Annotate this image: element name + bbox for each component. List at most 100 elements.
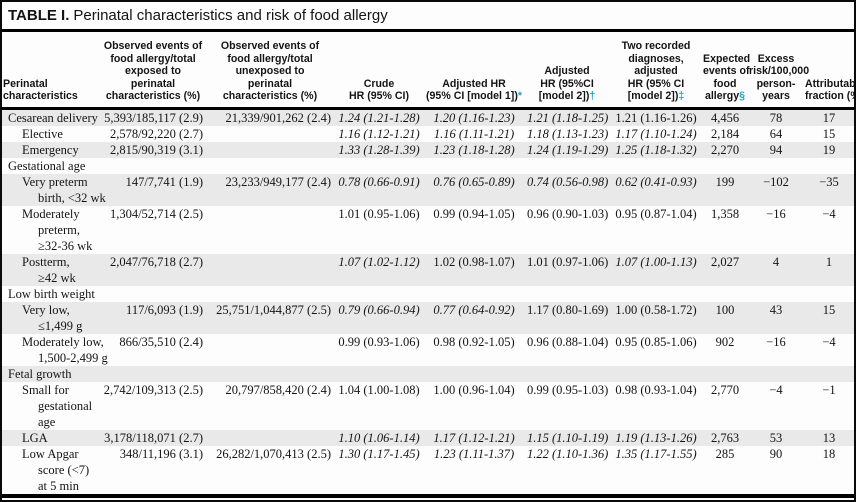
cell-excess [748,286,804,302]
cell-excess: −16 [766,206,786,221]
data-row: Very low, ≤1,499 g 117/6,093 (1.9) 25,751/1… [2,301,854,334]
cell-adj2: 1.18 (1.13-1.23) [527,126,609,141]
cell-two: 1.07 (1.00-1.13) [615,254,697,269]
cell-expected [702,366,748,382]
cell-attributable: −4 [822,206,836,221]
cell-adj1 [424,158,524,174]
cell-adj1 [424,366,524,382]
cell-adj1: 0.76 (0.65-0.89) [433,174,515,189]
cell-unexposed [206,126,334,142]
cell-adj1: 1.02 (0.98-1.07) [433,254,515,269]
cell-attributable: 17 [822,110,836,125]
cell-unexposed [206,142,334,158]
cell-attributable: 15 [822,126,836,141]
cell-adj1: 0.99 (0.94-1.05) [433,206,515,221]
cell-exposed: 3,178/118,071 (2.7) [104,430,203,445]
cell-crude: 1.33 (1.28-1.39) [338,142,420,157]
cell-two: 1.19 (1.13-1.26) [615,430,697,445]
table-number: TABLE I. [8,7,70,24]
cell-attributable: 1 [825,254,833,269]
cell-excess: 64 [769,126,783,141]
cell-crude: 1.10 (1.06-1.14) [338,430,420,445]
cell-adj1: 0.98 (0.92-1.05) [433,334,515,349]
cell-adj2 [524,158,610,174]
cell-crude: 0.79 (0.66-0.94) [338,302,420,317]
row-label: Moderately low, 1,500-2,499 g [22,334,108,365]
row-label: Cesarean delivery [8,110,98,125]
footnote-symbol: * [517,90,522,102]
cell-adj1: 0.77 (0.64-0.92) [433,302,515,317]
cell-unexposed [206,334,334,366]
footnote-symbol: † [589,90,596,102]
cell-excess: −16 [766,334,786,349]
cell-attributable: −4 [822,334,836,349]
cell-unexposed: 25,751/1,044,877 (2.5) [216,302,331,317]
cell-adj1: 1.17 (1.12-1.21) [433,430,515,445]
cell-expected: 199 [715,174,735,189]
cell-exposed [100,366,206,382]
cell-unexposed [206,366,334,382]
cell-adj1: 1.23 (1.11-1.37) [433,446,515,461]
cell-exposed: 2,047/76,718 (2.7) [109,254,203,269]
cell-attributable: 15 [822,302,836,317]
col-header-4: Adjusted HR (95% CI [model 1])* [426,77,522,103]
cell-adj1 [424,286,524,302]
col-header-8: Excess risk/100,000 person-years [749,52,810,103]
col-header-2: Observed events of food allergy/total unex… [220,40,320,102]
cell-excess: 94 [769,142,783,157]
cell-exposed [100,158,206,174]
data-row: Very preterm birth, <32 wk 147/7,741 (1.9)… [2,173,854,206]
section-label: Low birth weight [8,286,95,301]
cell-crude: 1.04 (1.00-1.08) [338,382,420,397]
cell-two [610,366,702,382]
cell-adj2: 0.96 (0.90-1.03) [527,206,609,221]
row-label: Elective [22,126,63,141]
cell-crude: 1.01 (0.95-1.06) [338,206,420,221]
cell-adj2: 1.22 (1.10-1.36) [527,446,609,461]
cell-attributable [804,286,854,302]
cell-exposed: 866/35,510 (2.4) [119,334,203,349]
cell-expected: 285 [715,446,735,461]
cell-excess [748,366,804,382]
cell-adj2: 1.15 (1.10-1.19) [527,430,609,445]
cell-expected: 2,770 [710,382,740,397]
cell-crude: 0.99 (0.93-1.06) [338,334,420,349]
cell-adj1: 1.16 (1.11-1.21) [433,126,515,141]
cell-crude: 1.16 (1.12-1.21) [338,126,420,141]
table-caption: Perinatal characteristics and risk of fo… [73,7,388,24]
cell-exposed [100,286,206,302]
cell-adj2 [524,366,610,382]
cell-expected: 4,456 [710,110,740,125]
row-label: Moderately preterm, ≥32-36 wk [22,206,93,253]
table-header: Perinatal characteristics Observed events … [2,32,854,108]
cell-adj2: 0.99 (0.95-1.03) [527,382,609,397]
cell-two: 0.95 (0.85-1.06) [615,334,697,349]
cell-exposed: 2,815/90,319 (3.1) [109,142,203,157]
cell-excess: −102 [763,174,789,189]
cell-two: 1.17 (1.10-1.24) [615,126,697,141]
footnote-symbol: ‡ [678,90,685,102]
cell-expected [702,286,748,302]
col-header-1: Observed events of food allergy/total expo… [103,40,203,102]
row-label: Low Apgar score (<7) at 5 min [22,446,90,493]
cell-attributable [804,158,854,174]
cell-two: 0.62 (0.41-0.93) [615,174,697,189]
cell-adj1: 1.23 (1.18-1.28) [433,142,515,157]
cell-unexposed [206,206,334,254]
cell-adj2 [524,286,610,302]
cell-attributable: 13 [822,430,836,445]
cell-two: 1.35 (1.17-1.55) [615,446,697,461]
row-label: Emergency [22,142,79,157]
cell-attributable: 19 [822,142,836,157]
cell-exposed: 2,742/109,313 (2.5) [103,382,203,397]
cell-unexposed [206,254,334,286]
data-row: Moderately preterm, ≥32-36 wk 1,304/52,714 … [2,206,854,254]
data-row: Low Apgar score (<7) at 5 min 348/11,196 (3… [2,446,854,496]
cell-unexposed [206,286,334,302]
cell-crude [334,366,424,382]
cell-expected: 2,184 [710,126,740,141]
cell-excess: 53 [769,430,783,445]
row-label: Very low, ≤1,499 g [22,302,83,333]
row-label: Small for gestational age [22,382,93,429]
cell-expected: 1,358 [710,206,740,221]
